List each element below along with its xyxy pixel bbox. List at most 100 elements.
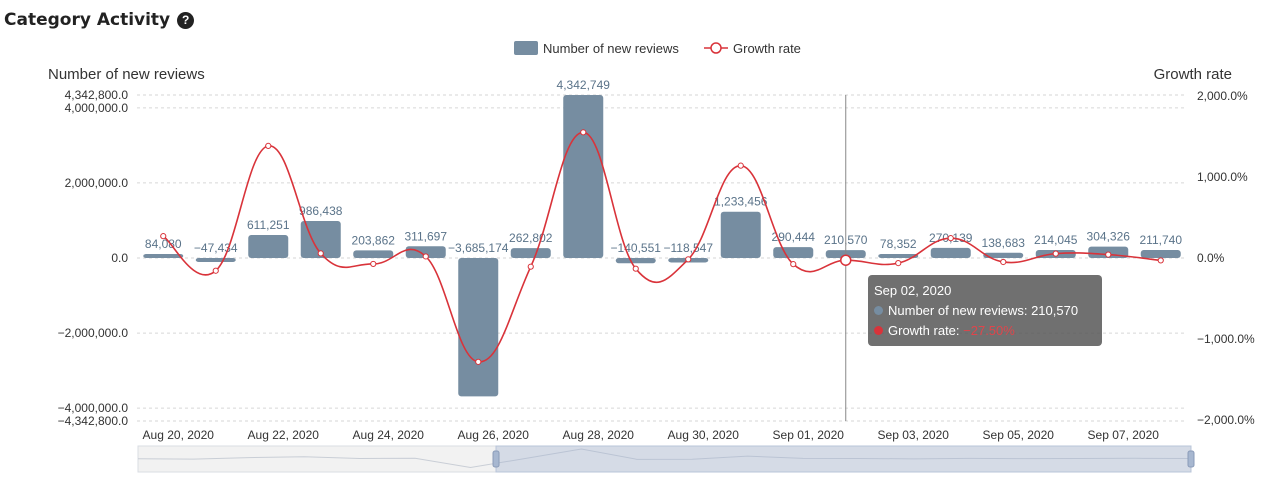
bar[interactable] [773, 247, 814, 258]
growth-rate-point[interactable] [737, 162, 744, 169]
growth-rate-point[interactable] [947, 235, 954, 242]
growth-rate-point[interactable] [895, 260, 902, 267]
x-tick-label: Aug 20, 2020 [143, 428, 215, 442]
tooltip-value-growth: −27.50% [963, 323, 1015, 338]
growth-rate-point[interactable] [265, 142, 272, 149]
tooltip-label-reviews: Number of new reviews: [888, 303, 1032, 318]
y-axis-left: 4,000,000.0 2,000,000.0 0.0 −2,000,000.0 −4,… [58, 88, 129, 428]
series-dot-icon [874, 306, 883, 316]
growth-rate-point[interactable] [317, 250, 324, 257]
growth-rate-point[interactable] [1000, 258, 1007, 266]
bar-value-label: 290,444 [772, 230, 816, 244]
legend-circle-marker-icon [710, 42, 722, 54]
growth-rate-point[interactable] [1052, 250, 1059, 257]
bar[interactable] [563, 95, 604, 258]
growth-rate-point[interactable] [422, 253, 429, 260]
bar[interactable] [878, 254, 919, 258]
growth-rate-point[interactable] [632, 265, 639, 272]
zoom-preview-line [137, 448, 1192, 468]
x-tick-label: Sep 07, 2020 [1088, 428, 1160, 442]
x-tick-label: Sep 05, 2020 [983, 428, 1055, 442]
growth-rate-point[interactable] [580, 129, 587, 136]
tooltip-label-growth: Growth rate: [888, 323, 964, 338]
y-left-extent-label: 4,342,800.0 [65, 88, 129, 102]
x-tick-label: Aug 26, 2020 [458, 428, 530, 442]
bar[interactable] [510, 248, 551, 258]
growth-rate-point[interactable] [840, 254, 852, 266]
bar[interactable] [720, 211, 761, 258]
growth-rate-point[interactable] [475, 358, 482, 365]
tooltip-value-reviews: 210,570 [1031, 303, 1079, 318]
zoom-window[interactable] [495, 445, 1192, 473]
legend-item-reviews[interactable]: Number of new reviews [514, 41, 679, 56]
tooltip-row-reviews: Number of new reviews: 210,570 [874, 301, 1096, 321]
bar-value-label: 304,326 [1087, 230, 1131, 244]
zoom-handle-icon[interactable] [492, 450, 500, 468]
bar-value-label: −140,551 [611, 241, 662, 255]
x-tick-label: Aug 28, 2020 [563, 428, 635, 442]
y-left-tick-label: −2,000,000.0 [58, 326, 129, 340]
y-left-extent-label: −4,342,800.0 [58, 414, 129, 428]
bar[interactable] [983, 252, 1024, 258]
y-right-tick-label: 1,000.0% [1197, 170, 1248, 184]
chart-tooltip: Sep 02, 2020 Number of new reviews: 210,… [868, 275, 1102, 346]
bar-series[interactable] [143, 95, 1181, 397]
chart-legend[interactable]: Number of new reviews Growth rate [514, 41, 801, 56]
bar-value-label: 4,342,749 [557, 78, 611, 92]
bar-value-label: 211,740 [1140, 233, 1183, 247]
bar[interactable] [353, 250, 394, 258]
x-tick-label: Sep 01, 2020 [773, 428, 845, 442]
legend-bar-swatch-icon [514, 41, 538, 55]
zoom-handle-icon[interactable] [1187, 450, 1195, 468]
bar[interactable] [930, 247, 971, 258]
bar-value-label: −118,547 [664, 241, 714, 255]
bar[interactable] [248, 235, 289, 258]
data-zoom-slider[interactable] [137, 445, 1195, 473]
y-left-tick-label: 4,000,000.0 [65, 101, 129, 115]
legend-label-reviews: Number of new reviews [543, 41, 679, 56]
x-tick-label: Aug 22, 2020 [248, 428, 320, 442]
bar[interactable] [143, 254, 184, 258]
series-dot-icon [874, 326, 883, 336]
y-axis-right: 2,000.0% 1,000.0% 0.0% −1,000.0% −2,000.0% [1197, 89, 1255, 427]
y-right-tick-label: −2,000.0% [1197, 413, 1255, 427]
bar[interactable] [615, 258, 656, 264]
growth-rate-point[interactable] [370, 260, 377, 268]
question-circle-icon[interactable]: ? [177, 11, 195, 29]
x-tick-label: Sep 03, 2020 [878, 428, 950, 442]
bar-value-label: 986,438 [299, 204, 343, 218]
tooltip-row-growth: Growth rate: −27.50% [874, 321, 1096, 341]
y-right-tick-label: −1,000.0% [1197, 332, 1255, 346]
bar-value-label: 611,251 [247, 218, 290, 232]
bar[interactable] [195, 258, 236, 262]
bar[interactable] [405, 246, 446, 258]
growth-rate-point[interactable] [527, 263, 534, 270]
growth-rate-point[interactable] [160, 233, 167, 240]
x-tick-label: Aug 24, 2020 [353, 428, 425, 442]
growth-rate-point[interactable] [212, 267, 219, 274]
y-right-tick-label: 2,000.0% [1197, 89, 1248, 103]
growth-rate-point[interactable] [685, 256, 692, 263]
bar-value-label: −47,434 [194, 241, 238, 255]
bar[interactable] [300, 220, 341, 258]
y-axis-right-title: Growth rate [1154, 66, 1232, 83]
bar[interactable] [458, 258, 499, 397]
growth-rate-line-series[interactable] [160, 129, 1164, 365]
title-bar: Category Activity ? [4, 10, 195, 30]
bar-value-label: 262,802 [509, 231, 553, 245]
page-title: Category Activity [4, 10, 171, 30]
growth-rate-point[interactable] [790, 261, 797, 268]
growth-rate-point[interactable] [1157, 257, 1164, 264]
legend-item-growth[interactable]: Growth rate [704, 41, 801, 56]
bar-value-label: 78,352 [880, 237, 917, 251]
bar-value-label: −3,685,174 [448, 241, 509, 255]
growth-rate-line [162, 131, 1161, 363]
x-axis: Aug 20, 2020 Aug 22, 2020 Aug 24, 2020 Aug … [143, 428, 1160, 442]
y-left-tick-label: 0.0 [111, 251, 128, 265]
bar[interactable] [1140, 250, 1181, 258]
growth-rate-point[interactable] [1105, 251, 1112, 258]
bar-value-label: 138,683 [982, 236, 1026, 250]
tooltip-title: Sep 02, 2020 [874, 283, 952, 298]
